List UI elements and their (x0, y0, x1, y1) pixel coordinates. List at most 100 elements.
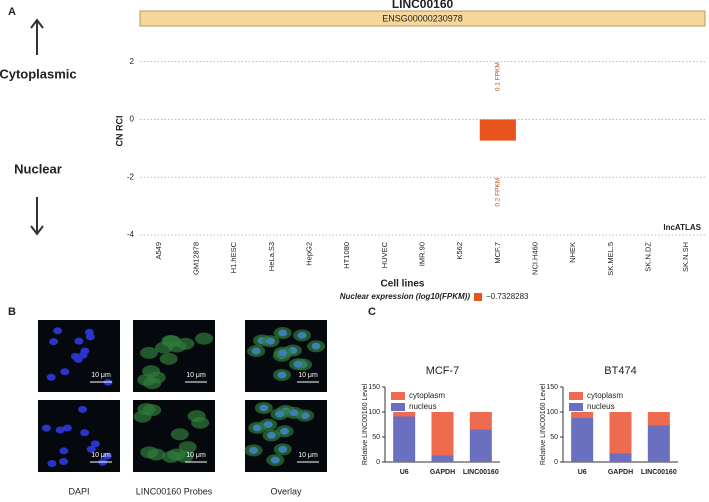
scale-bar-label: 10 μm (186, 372, 206, 379)
nucleus (297, 331, 307, 339)
bar-segment (469, 412, 492, 430)
nucleus (78, 405, 88, 413)
x-tick-label: NHEK (568, 242, 577, 263)
bar-segment (609, 412, 632, 454)
nucleus (85, 333, 95, 341)
x-tick-label: SK.N.SH (681, 242, 690, 272)
nucleus (278, 329, 288, 337)
nucleus (278, 445, 288, 453)
bar-segment (469, 429, 492, 462)
scale-bar-label: 10 μm (91, 372, 111, 379)
cell-body (178, 441, 197, 454)
nucleus (263, 421, 273, 429)
y-tick-label: 100 (368, 409, 380, 416)
legend-label: cytoplasm (587, 391, 623, 400)
nucleus (49, 338, 59, 346)
x-tick-label: IMR.90 (417, 242, 426, 266)
column-label: Overlay (270, 486, 302, 496)
y-tick-label: 2 (130, 57, 135, 66)
x-tick-label: LINC00160 (463, 469, 499, 476)
x-tick-label: K562 (455, 242, 464, 260)
side-label: Cytoplasmic (0, 66, 77, 81)
strip (139, 10, 706, 27)
cell-body (195, 332, 214, 345)
legend-label: nucleus (587, 402, 615, 411)
y-tick-label: -4 (127, 230, 135, 239)
nucleus (62, 424, 72, 432)
cell-body (137, 403, 156, 416)
y-tick-label: 0 (376, 459, 380, 466)
legend-label: nucleus (409, 402, 437, 411)
side-label: Nuclear (14, 161, 62, 176)
micrographs: 10 μm 10 μm 10 μm 10 μm 10 μm 10 μm (38, 320, 327, 472)
nucleus (280, 427, 290, 435)
annotation: 0.1 FPKM (495, 62, 502, 91)
y-tick-label: 0 (130, 115, 135, 124)
x-tick-label: GAPDH (430, 469, 455, 476)
bar-segment (609, 453, 632, 462)
y-tick-label: -2 (127, 172, 135, 181)
panel-label: A (8, 6, 16, 18)
legend-swatch (569, 403, 583, 411)
nucleus (74, 337, 84, 345)
cell-body (147, 448, 166, 461)
x-tick-label: MCF.7 (493, 242, 502, 264)
x-tick-label: NCI.H460 (530, 242, 539, 275)
legend-swatch (474, 293, 482, 301)
legend-swatch (391, 403, 405, 411)
x-tick-label: HT1080 (342, 242, 351, 269)
y-axis-label: Relative LINC00160 Level (362, 383, 369, 465)
bar-segment (571, 412, 594, 418)
x-tick-label: LINC00160 (641, 469, 677, 476)
bar-segment (647, 425, 670, 462)
chart-title: LINC00160 (392, 0, 454, 11)
nucleus (259, 404, 269, 412)
nucleus (265, 337, 275, 345)
nucleus (278, 349, 288, 357)
chart-subtitle: ENSG00000230978 (382, 13, 463, 23)
chart-title: MCF-7 (426, 365, 460, 377)
nucleus (249, 446, 259, 454)
annotation: 0.2 FPKM (495, 178, 502, 207)
cell-body (159, 352, 178, 365)
x-tick-label: GM12878 (191, 242, 200, 275)
y-tick-label: 0 (554, 459, 558, 466)
scale-bar-label: 10 μm (186, 452, 206, 459)
nucleus (90, 440, 100, 448)
nucleus (80, 429, 90, 437)
legend-title: Nuclear expression (log10(FPKM)) (340, 292, 471, 301)
x-tick-label: GAPDH (608, 469, 633, 476)
y-tick-label: 150 (546, 384, 558, 391)
x-axis-label: Cell lines (381, 279, 425, 290)
chart-title: BT474 (604, 365, 636, 377)
panel-label: B (8, 306, 16, 318)
x-tick-label: A549 (154, 242, 163, 260)
x-tick-label: U6 (578, 469, 587, 476)
x-tick-label: SK.MEL.5 (606, 242, 615, 276)
nucleus (53, 327, 63, 335)
nucleus (252, 424, 262, 432)
nucleus (275, 410, 285, 418)
nucleus (70, 352, 80, 360)
y-tick-label: 150 (368, 384, 380, 391)
nucleus (59, 458, 69, 466)
nucleus (251, 347, 261, 355)
x-tick-label: SK.N.DZ (643, 242, 652, 272)
bar-segment (431, 455, 454, 462)
cell-body (147, 371, 166, 384)
x-tick-label: U6 (400, 469, 409, 476)
cell-body (187, 410, 206, 423)
scale-bar-label: 10 μm (91, 452, 111, 459)
watermark: lncATLAS (663, 223, 701, 232)
column-label: DAPI (68, 486, 89, 496)
y-tick-label: 50 (372, 434, 380, 441)
legend-value: −0.7328283 (486, 292, 529, 301)
y-tick-label: 50 (550, 434, 558, 441)
cell-body (170, 428, 189, 441)
bar-segment (647, 412, 670, 426)
nucleus (102, 452, 112, 460)
arrows (30, 18, 44, 236)
column-label: LINC00160 Probes (136, 486, 213, 496)
legend-label: cytoplasm (409, 391, 445, 400)
